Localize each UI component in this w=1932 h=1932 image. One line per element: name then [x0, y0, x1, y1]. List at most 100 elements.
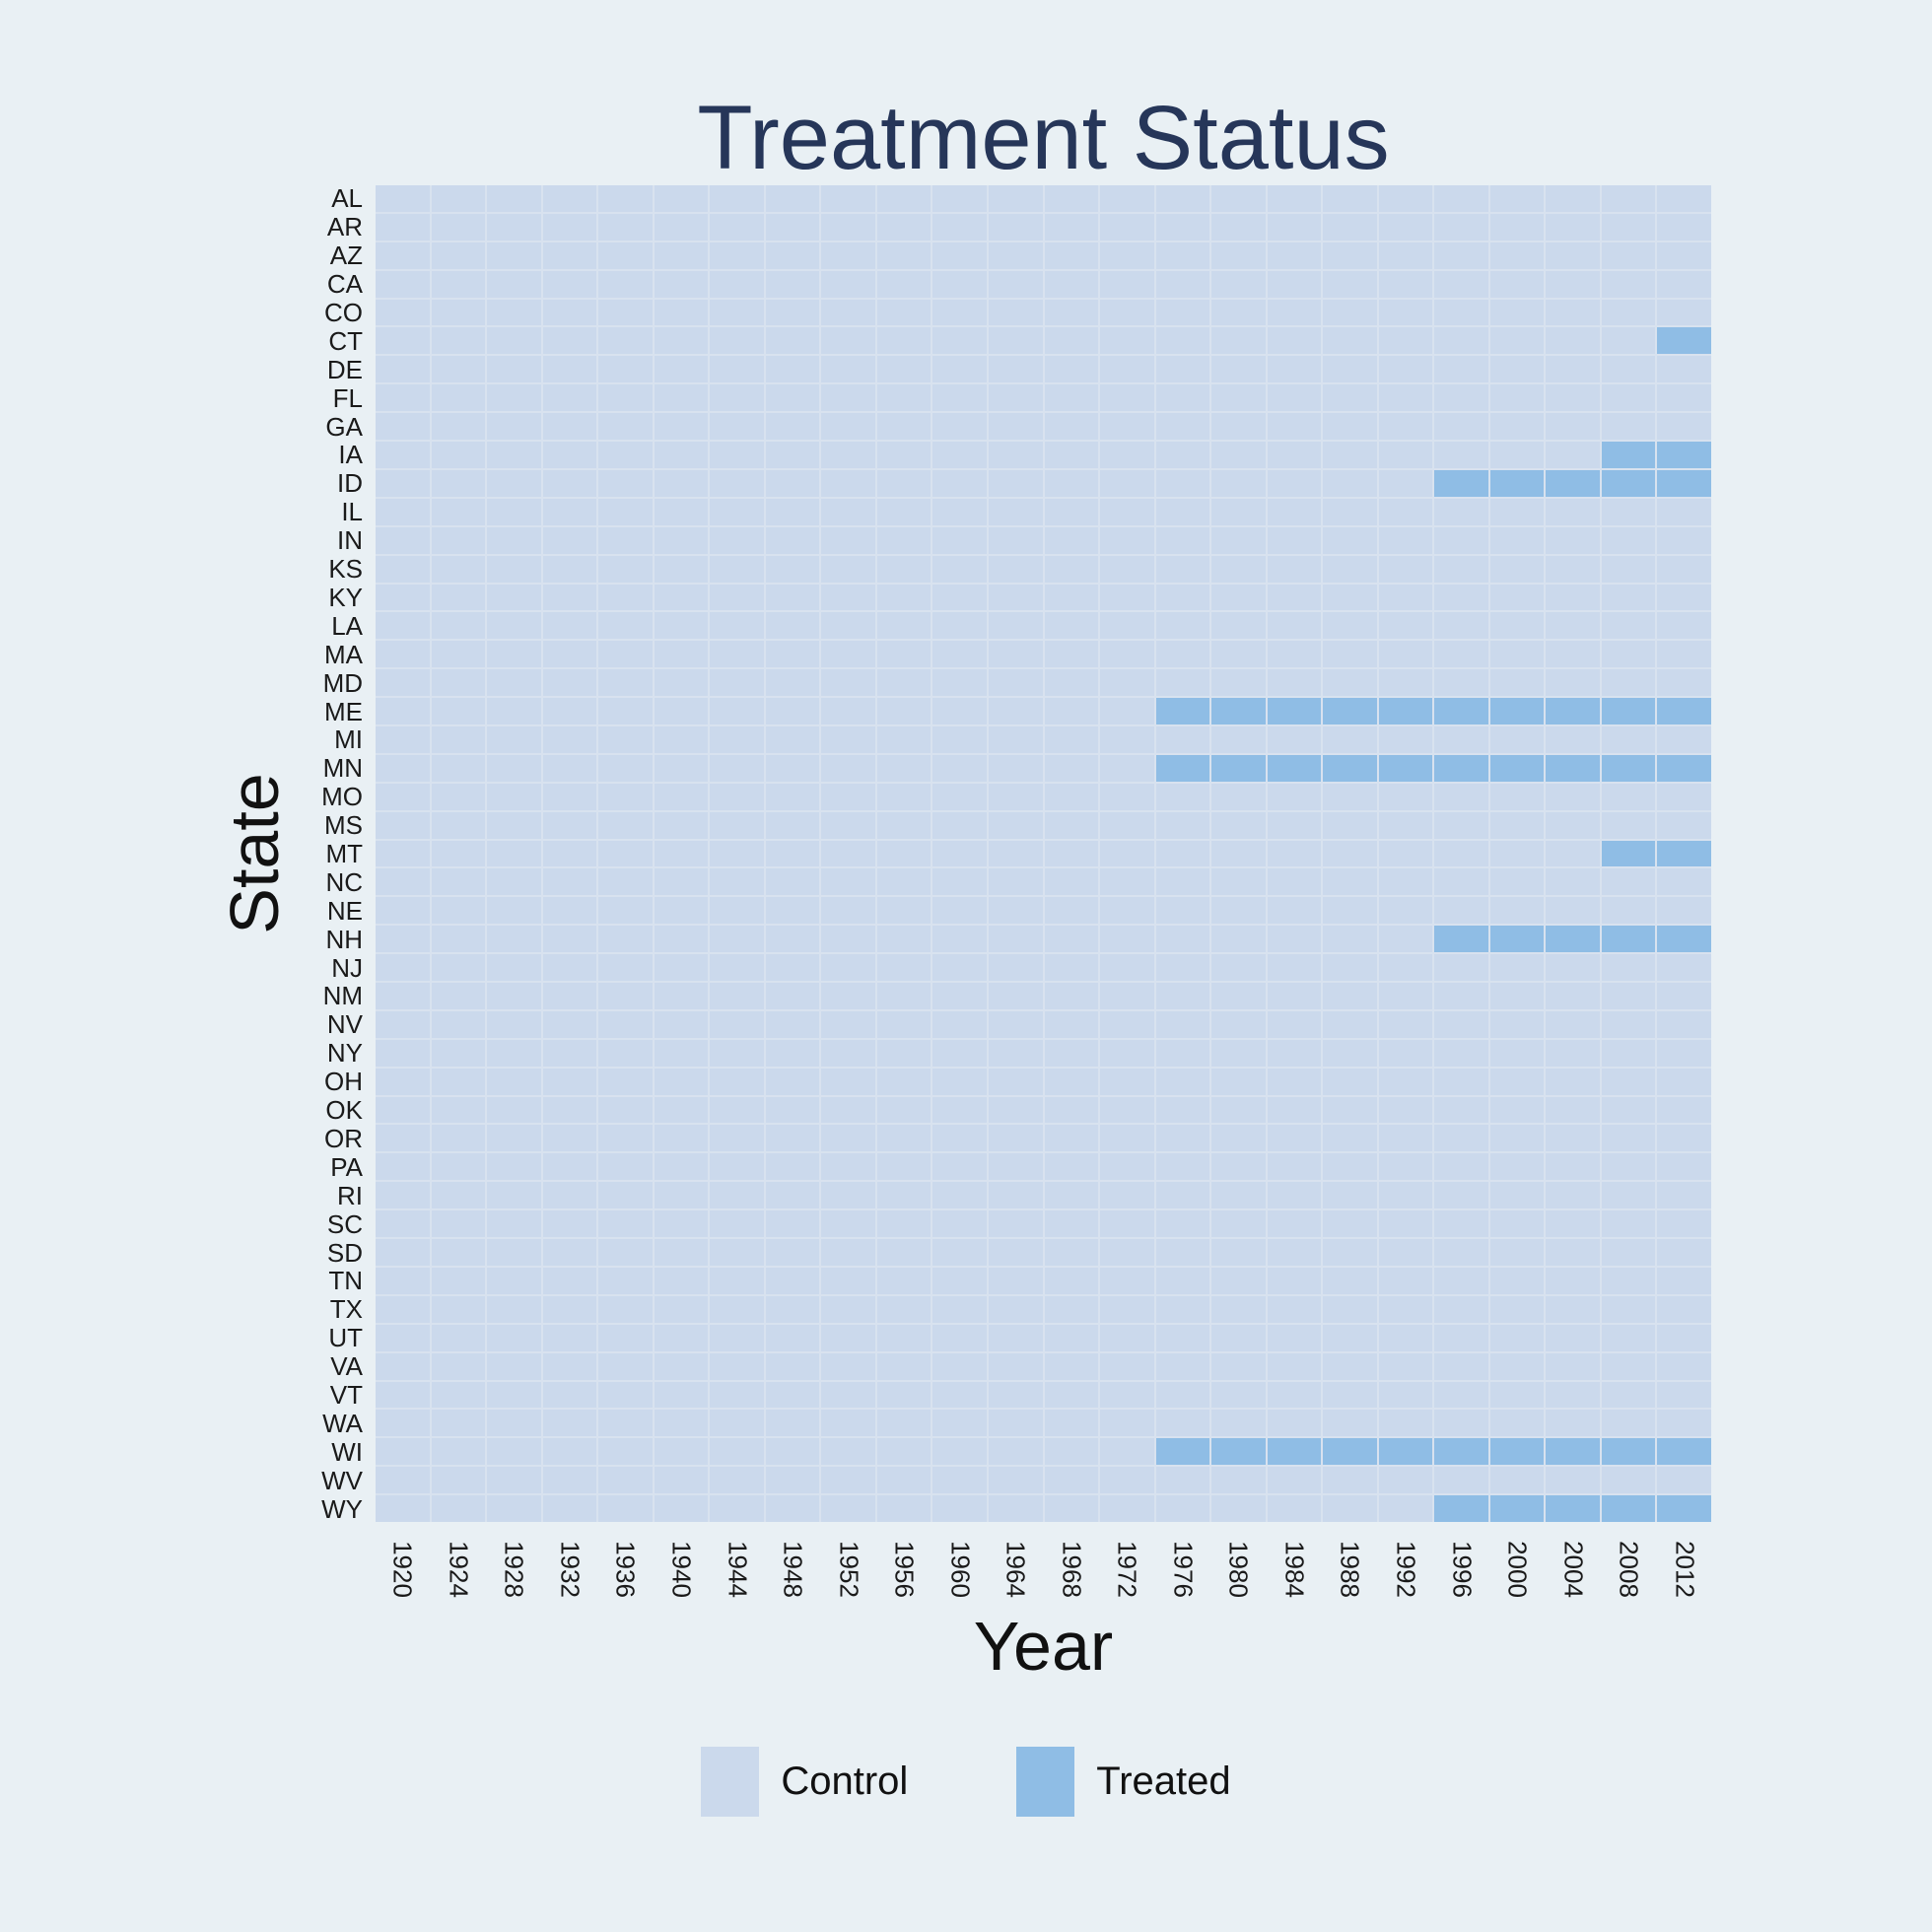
cell-MA-2012-control: [1657, 641, 1711, 668]
y-tick-NM: NM: [322, 981, 363, 1011]
cell-NE-1972-control: [1100, 897, 1154, 925]
cell-CT-2008-control: [1601, 327, 1656, 355]
cell-IN-1936-control: [598, 526, 653, 554]
cell-MO-1976-control: [1155, 783, 1210, 810]
cell-WI-1944-control: [710, 1438, 764, 1466]
cell-MA-1968-control: [1044, 641, 1099, 668]
cell-MD-1940-control: [654, 669, 709, 697]
cell-MD-1924-control: [431, 669, 486, 697]
cell-NM-1996-control: [1434, 983, 1488, 1009]
cell-AL-1948-control: [765, 185, 820, 212]
cell-KS-1932-control: [542, 555, 597, 583]
cell-NJ-1972-control: [1100, 954, 1154, 982]
cell-MI-1988-control: [1323, 725, 1377, 753]
y-tick-NV: NV: [326, 1009, 363, 1040]
cell-MT-1984-control: [1267, 840, 1322, 867]
cell-IN-2000-control: [1489, 526, 1545, 554]
cell-KY-1980-control: [1211, 584, 1266, 611]
cell-TN-1948-control: [765, 1267, 820, 1294]
legend-label-treated: Treated: [1096, 1759, 1231, 1803]
cell-CA-1940-control: [654, 270, 709, 298]
cell-TN-1944-control: [710, 1267, 764, 1294]
cell-NH-1968-control: [1044, 926, 1099, 953]
y-tick-WI: WI: [331, 1436, 363, 1467]
cell-MA-1936-control: [598, 641, 653, 668]
cell-VT-1964-control: [988, 1381, 1043, 1409]
cell-NC-1948-control: [765, 868, 820, 896]
cell-UT-1920-control: [376, 1324, 430, 1351]
cell-GA-1996-control: [1434, 413, 1488, 441]
cell-MO-1980-control: [1211, 783, 1266, 810]
cell-AZ-1956-control: [876, 242, 932, 269]
cell-GA-2012-control: [1657, 413, 1711, 441]
cell-NE-1968-control: [1044, 897, 1099, 925]
cell-TX-1984-control: [1267, 1295, 1322, 1323]
cell-CA-1956-control: [876, 270, 932, 298]
cell-AZ-1968-control: [1044, 242, 1099, 269]
cell-RI-1948-control: [765, 1182, 820, 1209]
cell-IA-1992-control: [1378, 442, 1433, 468]
cell-WA-1980-control: [1211, 1410, 1266, 1437]
cell-CO-2008-control: [1601, 299, 1656, 326]
cell-RI-1984-control: [1267, 1182, 1322, 1209]
cell-MI-1944-control: [710, 725, 764, 753]
cell-FL-1980-control: [1211, 384, 1266, 412]
cell-NH-2000-treated: [1489, 926, 1545, 953]
cell-NJ-1940-control: [654, 954, 709, 982]
cell-RI-1920-control: [376, 1182, 430, 1209]
cell-FL-1928-control: [487, 384, 541, 412]
cell-NE-2008-control: [1601, 897, 1656, 925]
cell-IA-1936-control: [598, 442, 653, 468]
cell-VT-2000-control: [1489, 1381, 1545, 1409]
y-tick-MD: MD: [322, 667, 363, 698]
cell-IL-1952-control: [821, 498, 875, 525]
cell-IN-1992-control: [1378, 526, 1433, 554]
cell-MS-1936-control: [598, 811, 653, 839]
cell-NC-1924-control: [431, 868, 486, 896]
cell-CO-1956-control: [876, 299, 932, 326]
x-tick-1964: 1964: [1000, 1541, 1031, 1598]
cell-SD-1980-control: [1211, 1239, 1266, 1266]
cell-ID-1956-control: [876, 469, 932, 497]
y-tick-FL: FL: [332, 382, 363, 413]
cell-LA-1972-control: [1100, 612, 1154, 640]
cell-DE-1940-control: [654, 356, 709, 383]
cell-ID-1952-control: [821, 469, 875, 497]
cell-ID-2004-treated: [1546, 469, 1600, 497]
cell-AZ-1920-control: [376, 242, 430, 269]
cell-TN-1932-control: [542, 1267, 597, 1294]
cell-TN-2004-control: [1546, 1267, 1600, 1294]
cell-VA-1928-control: [487, 1352, 541, 1380]
cell-IL-1972-control: [1100, 498, 1154, 525]
cell-NJ-1924-control: [431, 954, 486, 982]
cell-CA-1972-control: [1100, 270, 1154, 298]
cell-VA-1964-control: [988, 1352, 1043, 1380]
cell-AZ-1952-control: [821, 242, 875, 269]
cell-IL-1940-control: [654, 498, 709, 525]
cell-RI-1940-control: [654, 1182, 709, 1209]
cell-AZ-1996-control: [1434, 242, 1488, 269]
cell-MS-1976-control: [1155, 811, 1210, 839]
cell-TN-1924-control: [431, 1267, 486, 1294]
cell-SD-1920-control: [376, 1239, 430, 1266]
cell-CO-1972-control: [1100, 299, 1154, 326]
cell-MI-2012-control: [1657, 725, 1711, 753]
cell-MA-1940-control: [654, 641, 709, 668]
cell-MT-2012-treated: [1657, 840, 1711, 867]
cell-KS-1924-control: [431, 555, 486, 583]
cell-PA-1948-control: [765, 1153, 820, 1181]
cell-NH-1948-control: [765, 926, 820, 953]
cell-MN-1924-control: [431, 754, 486, 782]
cell-MI-1936-control: [598, 725, 653, 753]
cell-OR-1976-control: [1155, 1125, 1210, 1152]
cell-MD-1992-control: [1378, 669, 1433, 697]
cell-MO-1960-control: [932, 783, 987, 810]
cell-CT-1984-control: [1267, 327, 1322, 355]
cell-NH-1952-control: [821, 926, 875, 953]
cell-CT-1972-control: [1100, 327, 1154, 355]
cell-MT-1952-control: [821, 840, 875, 867]
cell-KY-1952-control: [821, 584, 875, 611]
cell-MT-1936-control: [598, 840, 653, 867]
cell-MD-1984-control: [1267, 669, 1322, 697]
cell-RI-1996-control: [1434, 1182, 1488, 1209]
